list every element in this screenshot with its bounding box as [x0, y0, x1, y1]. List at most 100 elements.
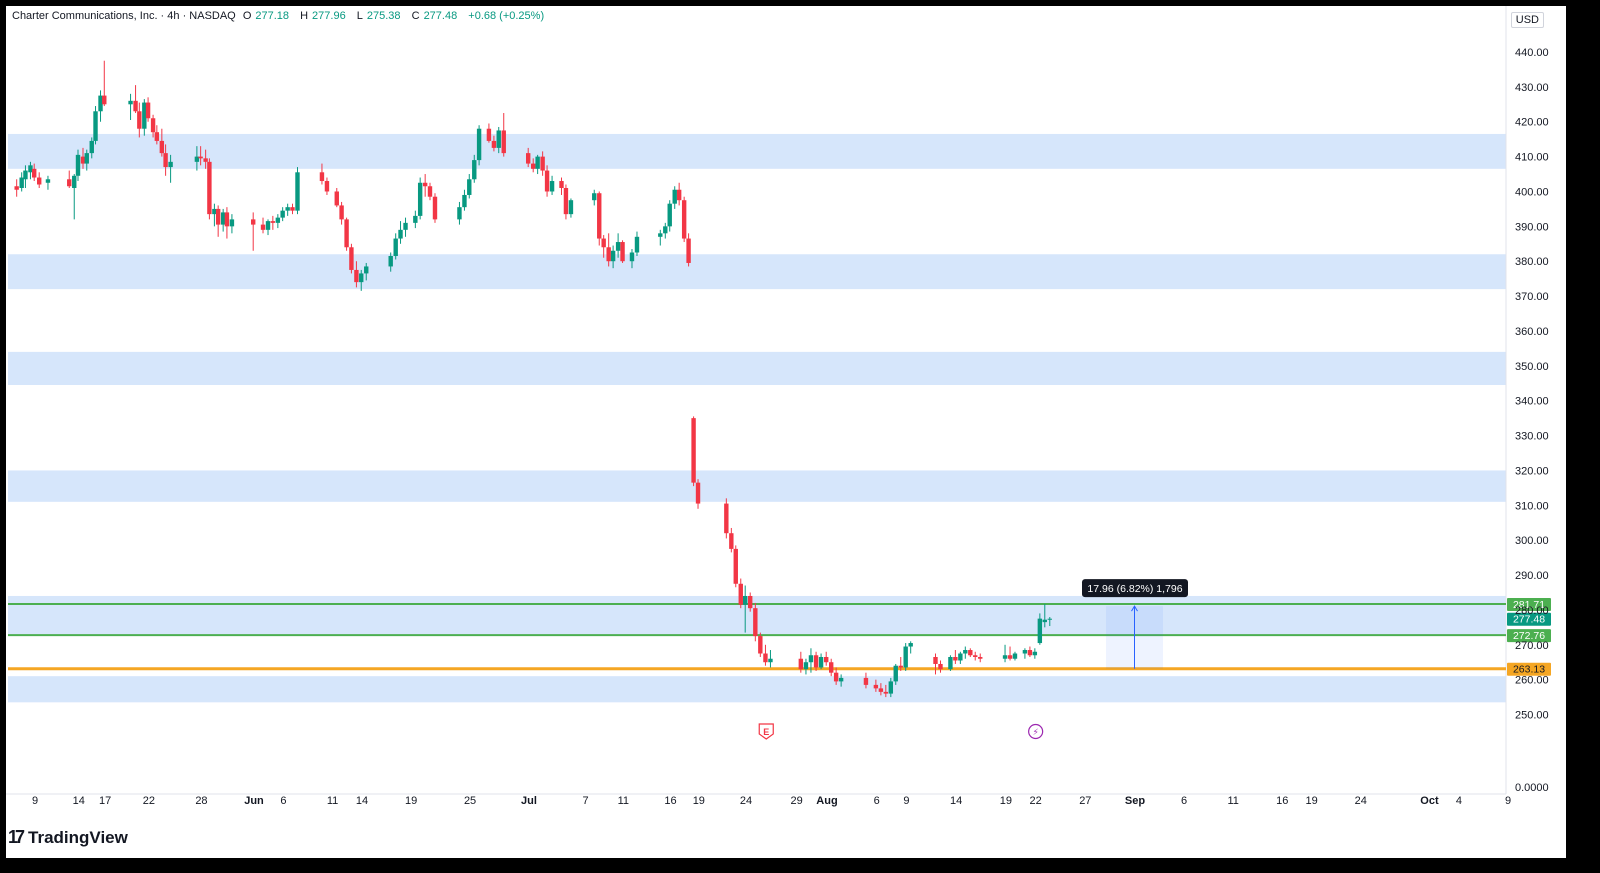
candle-body [133, 100, 138, 112]
time-tick-label: 29 [791, 795, 803, 807]
candle-body [753, 608, 758, 637]
time-tick-label: Jun [244, 795, 264, 807]
time-tick-label: 22 [1030, 795, 1042, 807]
time-axis: 9 14 17 22 28 Jun 6 11 14 19 25 Jul 7 11 16 19 24 29 Aug 6 9… [32, 795, 1511, 807]
levels-layer: 281.71 277.48 272.76 263.13 [8, 597, 1551, 676]
candle-body [89, 140, 94, 154]
open-value: 277.18 [255, 10, 290, 22]
candle-body [948, 656, 953, 670]
candle-body [102, 95, 107, 105]
candles-layer [14, 60, 1052, 698]
sr-zone [8, 254, 1506, 290]
candle-body [818, 656, 824, 668]
candle-body [1007, 655, 1013, 659]
candle-body [163, 153, 168, 168]
time-tick-label: Oct [1420, 795, 1439, 807]
candle-body [359, 273, 364, 283]
candle-body [676, 189, 682, 201]
currency-button[interactable]: USD [1510, 12, 1544, 28]
candle-body [559, 181, 564, 188]
low-value: 275.38 [366, 10, 401, 22]
candle-body [724, 503, 729, 534]
time-tick-label: Aug [816, 795, 837, 807]
candle-body [1042, 619, 1047, 623]
high-value: 277.96 [312, 10, 346, 22]
candle-body [813, 655, 819, 668]
price-chart[interactable]: 281.71 277.48 272.76 263.13 17.96 (6.82%) 1… [6, 6, 1566, 858]
time-tick-label: 6 [280, 795, 286, 807]
candle-body [672, 189, 677, 204]
grid-layer [6, 6, 1507, 795]
price-tick-label: 400.00 [1515, 186, 1549, 198]
candle-body [295, 172, 300, 211]
time-tick-label: 11 [618, 795, 629, 807]
price-tick-label: 380.00 [1515, 256, 1549, 268]
earnings-letter: E [763, 727, 769, 737]
candle-body [568, 200, 574, 215]
candle-body [863, 677, 869, 685]
candle-body [224, 212, 230, 227]
candle-body [72, 175, 77, 188]
candle-body [535, 156, 540, 169]
earnings-icon [758, 723, 774, 740]
candle-body [422, 182, 428, 187]
candle-body [168, 161, 173, 168]
candle-body [958, 653, 963, 661]
candle-body [531, 163, 536, 169]
dividend-icon [1028, 723, 1044, 740]
time-tick-label: 25 [464, 795, 476, 807]
price-tick-label: 260.00 [1515, 675, 1549, 687]
candle-body [729, 533, 734, 549]
candle-body [14, 186, 19, 190]
measure-layer: 17.96 (6.82%) 1,796 [1082, 579, 1188, 669]
candle-body [398, 229, 403, 239]
time-tick-label: 9 [32, 795, 38, 807]
brand-name: TradingView [28, 827, 128, 847]
price-tick-label: 370.00 [1515, 291, 1549, 303]
candle-body [154, 132, 160, 141]
candle-body [893, 665, 898, 682]
candle-body [610, 250, 616, 262]
candle-body [32, 168, 37, 178]
candle-body [203, 158, 208, 162]
candle-body [339, 205, 344, 220]
candle-body [491, 140, 497, 148]
candle-body [968, 650, 973, 656]
level-tag-text: 281.71 [1513, 599, 1545, 611]
candle-body [67, 179, 72, 187]
price-tick-label: 350.00 [1515, 361, 1549, 373]
candle-body [417, 182, 423, 216]
price-tick-label: 340.00 [1515, 396, 1549, 408]
time-tick-label: 19 [405, 795, 417, 807]
candle-body [634, 236, 640, 253]
candle-body [251, 219, 256, 225]
chart-container[interactable]: 281.71 277.48 272.76 263.13 17.96 (6.82%) 1… [6, 6, 1566, 858]
candle-body [1002, 655, 1008, 659]
tradingview-logo[interactable]: 17 TradingView [8, 827, 128, 848]
time-tick-label: 9 [1505, 795, 1511, 807]
events-layer: E ⚡ [758, 723, 1044, 740]
time-tick-label: 11 [327, 795, 338, 807]
candle-body [80, 156, 86, 164]
candle-body [938, 663, 943, 670]
candle-body [549, 181, 555, 192]
time-tick-label: 19 [1306, 795, 1318, 807]
level-tag [1507, 612, 1551, 626]
time-tick-label: 14 [356, 795, 368, 807]
candle-body [873, 684, 879, 689]
dividend-glyph: ⚡ [1032, 728, 1038, 738]
candle-body [973, 655, 978, 657]
candle-body [84, 153, 89, 164]
candle-body [733, 548, 738, 584]
candle-body [606, 247, 611, 262]
time-tick-label: 6 [874, 795, 880, 807]
level-tag [1507, 629, 1551, 643]
level-tag-text: 277.48 [1513, 614, 1545, 626]
candle-body [128, 100, 133, 105]
candle-body [798, 658, 804, 670]
candle-body [1032, 651, 1038, 656]
candle-body [963, 650, 968, 654]
time-tick-label: 17 [99, 795, 111, 807]
time-tick-label: Sep [1125, 795, 1145, 807]
candle-body [903, 646, 908, 668]
